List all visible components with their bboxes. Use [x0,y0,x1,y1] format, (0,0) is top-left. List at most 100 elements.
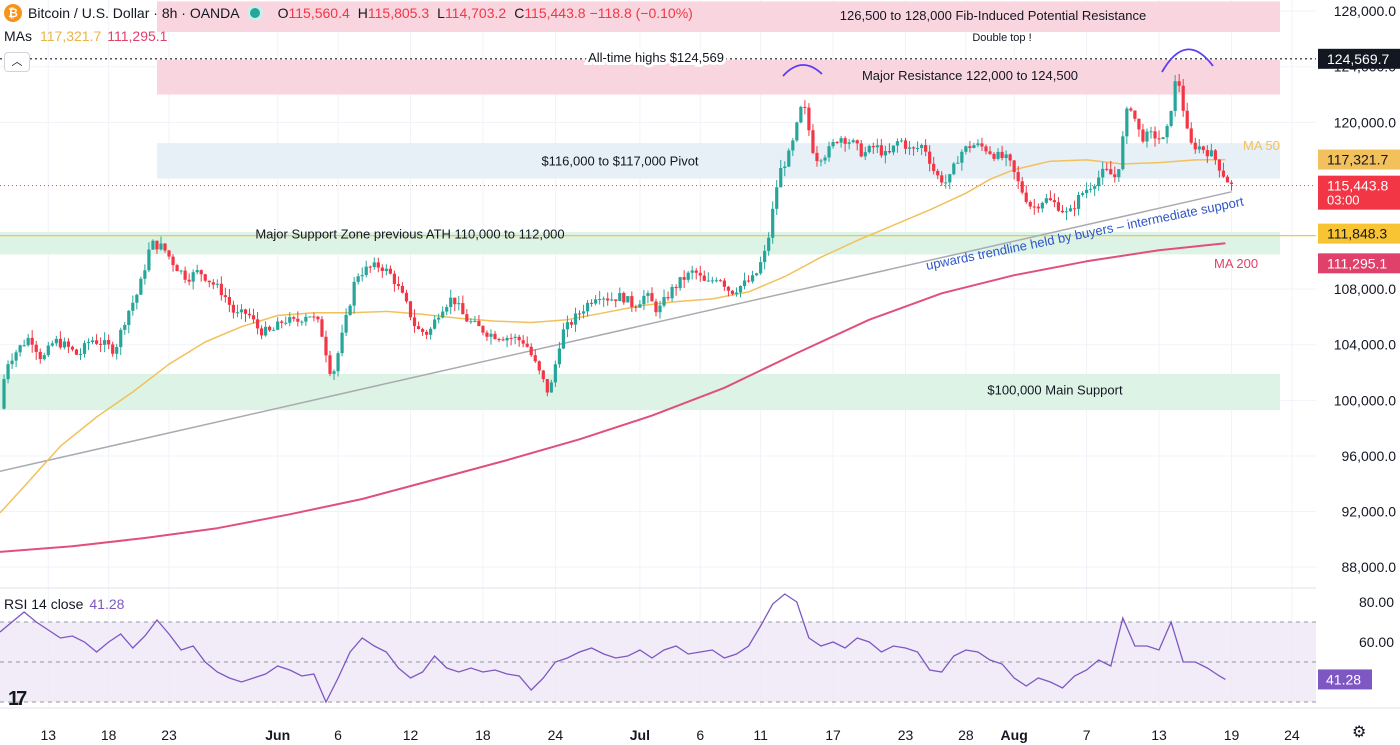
ma50-price-tag-text: 117,321.7 [1327,152,1388,168]
candle-body [119,329,123,348]
candle-body [509,337,513,339]
candle-body [545,379,549,393]
candle-body [1185,110,1189,129]
candle-body [449,297,453,308]
candle-body [658,305,662,313]
candle-body [1161,137,1165,140]
candle-body [847,142,851,144]
candle-body [1076,194,1081,209]
candle-body [875,145,879,148]
candle-body [1173,81,1177,111]
candle-body [662,297,666,306]
candle-body [159,243,163,250]
candle-body [457,303,461,305]
collapse-legend-button[interactable]: ︿ [4,52,30,72]
candle-body [569,322,574,325]
candle-body [585,302,590,312]
candle-body [767,237,771,251]
candle-body [26,337,30,346]
double-top-label: Double top ! [972,32,1031,44]
candle-body [1109,169,1113,175]
candle-body [151,240,155,250]
candle-body [750,275,755,282]
candle-body [891,145,896,153]
candle-body [541,370,545,380]
candle-body [388,268,392,274]
candle-body [10,360,14,365]
candle-body [525,343,529,347]
ma200-price-tag [1318,253,1400,274]
close-value: 115,443.8 [524,5,586,21]
candle-body [477,320,481,327]
candle-body [928,151,932,164]
time-axis-tick: 12 [403,727,419,743]
candle-body [94,340,99,344]
major-resistance-zone [156,59,1281,95]
candle-body [577,313,582,315]
candle-body [352,281,356,306]
last-price-tag-time: 03:00 [1327,193,1360,208]
candle-body [505,337,509,341]
ma50-chart-label: MA 50 [1243,138,1280,153]
candle-body [855,140,859,144]
time-axis-tick: 13 [1151,727,1167,743]
candle-body [336,353,340,372]
candle-body [698,272,702,276]
candle-body [996,151,1000,159]
candle-body [199,270,203,275]
ma50-line [0,158,1226,514]
candle-body [412,317,417,327]
candle-body [489,333,493,337]
candle-body [465,314,469,322]
time-axis-tick: 23 [161,727,177,743]
candle-body [308,316,312,318]
candle-body [783,166,787,169]
price-axis-tick: 104,000.0 [1334,337,1396,353]
candle-body [6,364,10,380]
candle-body [851,140,855,143]
rsi-legend[interactable]: RSI 14 close 41.28 [4,596,124,612]
candle-body [626,296,630,303]
candle-body [340,332,344,354]
ma-legend[interactable]: MAs 117,321.7 111,295.1 [4,28,167,44]
candle-body [1064,211,1069,213]
candle-body [497,339,501,341]
price-axis-tick: 128,000.0 [1334,3,1396,19]
high-label: H [357,5,368,21]
settings-gear-icon[interactable]: ⚙ [1352,724,1367,741]
candle-body [988,151,992,154]
candle-body [74,349,79,355]
candle-body [944,182,948,184]
ma50-legend-value: 117,321.7 [40,28,102,44]
rsi-value-tag-text: 41.28 [1326,671,1361,687]
candle-body [1225,176,1230,183]
tradingview-logo-icon[interactable]: 17 [8,688,27,710]
symbol-title[interactable]: Bitcoin / U.S. Dollar · 8h · OANDA [28,5,240,21]
main-support-zone [0,373,1280,411]
last-price-tag [1318,175,1400,210]
double-top-arc-left [782,64,823,77]
candle-body [1129,108,1133,111]
candle-body [718,280,722,282]
candle-body [103,339,107,345]
candle-body [1024,192,1028,202]
candle-body [235,312,240,314]
candle-body [726,286,731,291]
candle-body [1020,181,1024,193]
support-price-tag [1318,223,1400,244]
candle-body [650,293,654,302]
candle-body [742,280,747,287]
candle-body [960,151,964,163]
candle-body [517,336,521,341]
candle-body [320,319,324,337]
candle-body [372,262,376,267]
candle-body [123,324,127,330]
ma50-price-tag [1318,149,1400,170]
candle-body [344,314,348,333]
ma200-legend-value: 111,295.1 [107,28,168,44]
candle-body [759,262,763,274]
candle-body [99,343,103,345]
candle-body [304,316,308,322]
candle-body [1209,150,1213,157]
